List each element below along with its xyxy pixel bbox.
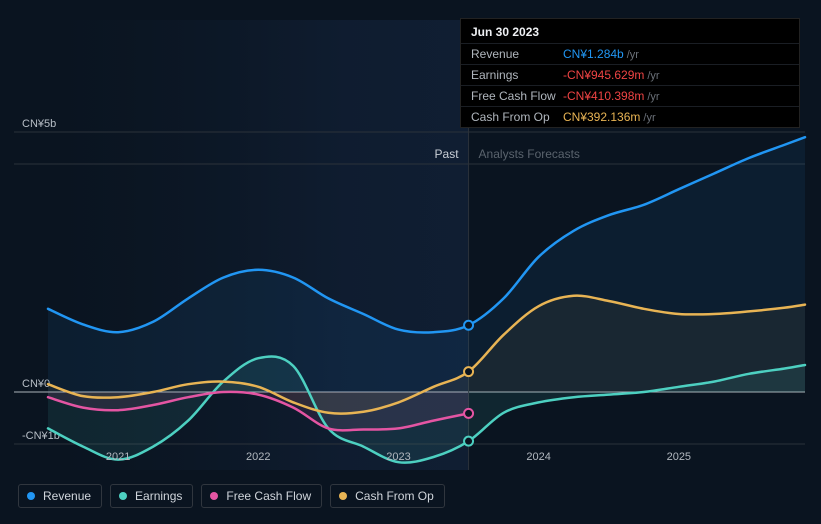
x-axis-tick: 2022 [246,451,270,463]
tooltip-value: CN¥1.284b [563,47,624,61]
tooltip-value: -CN¥410.398m [563,89,644,103]
legend-item-cash-from-op[interactable]: Cash From Op [330,484,445,508]
legend-item-revenue[interactable]: Revenue [18,484,102,508]
legend-item-earnings[interactable]: Earnings [110,484,193,508]
tooltip-row: Earnings-CN¥945.629m/yr [461,64,799,85]
x-axis-tick: 2021 [106,451,130,463]
chart-tooltip: Jun 30 2023 RevenueCN¥1.284b/yrEarnings-… [460,18,800,128]
y-axis-label: CN¥0 [22,378,50,390]
tooltip-row: Free Cash Flow-CN¥410.398m/yr [461,85,799,106]
x-axis-tick: 2023 [386,451,410,463]
financial-chart: CN¥5bCN¥0-CN¥1bPastAnalysts Forecasts202… [0,0,821,524]
tooltip-date: Jun 30 2023 [461,19,799,43]
tooltip-value: CN¥392.136m [563,110,640,124]
tooltip-label: Cash From Op [471,110,563,124]
y-axis-label: CN¥5b [22,118,56,130]
tooltip-row: RevenueCN¥1.284b/yr [461,43,799,64]
tooltip-label: Free Cash Flow [471,89,563,103]
legend-item-free-cash-flow[interactable]: Free Cash Flow [201,484,322,508]
tooltip-unit: /yr [647,91,659,103]
chart-legend: Revenue Earnings Free Cash Flow Cash From O… [18,484,445,508]
tooltip-label: Revenue [471,47,563,61]
tooltip-unit: /yr [647,70,659,82]
legend-label: Revenue [43,489,91,503]
legend-label: Earnings [135,489,182,503]
hover-marker-cfo [464,367,473,376]
legend-label: Cash From Op [355,489,434,503]
tooltip-value: -CN¥945.629m [563,68,644,82]
tooltip-unit: /yr [643,112,655,124]
x-axis-tick: 2024 [526,451,550,463]
hover-marker-revenue [464,321,473,330]
tooltip-row: Cash From OpCN¥392.136m/yr [461,106,799,127]
tooltip-label: Earnings [471,68,563,82]
hover-marker-fcf [464,409,473,418]
legend-dot [210,492,218,500]
legend-dot [119,492,127,500]
legend-dot [27,492,35,500]
past-label: Past [435,147,460,161]
tooltip-unit: /yr [627,49,639,61]
x-axis-tick: 2025 [667,451,691,463]
hover-marker-earnings [464,437,473,446]
forecast-label: Analysts Forecasts [479,147,580,161]
legend-label: Free Cash Flow [226,489,311,503]
legend-dot [339,492,347,500]
